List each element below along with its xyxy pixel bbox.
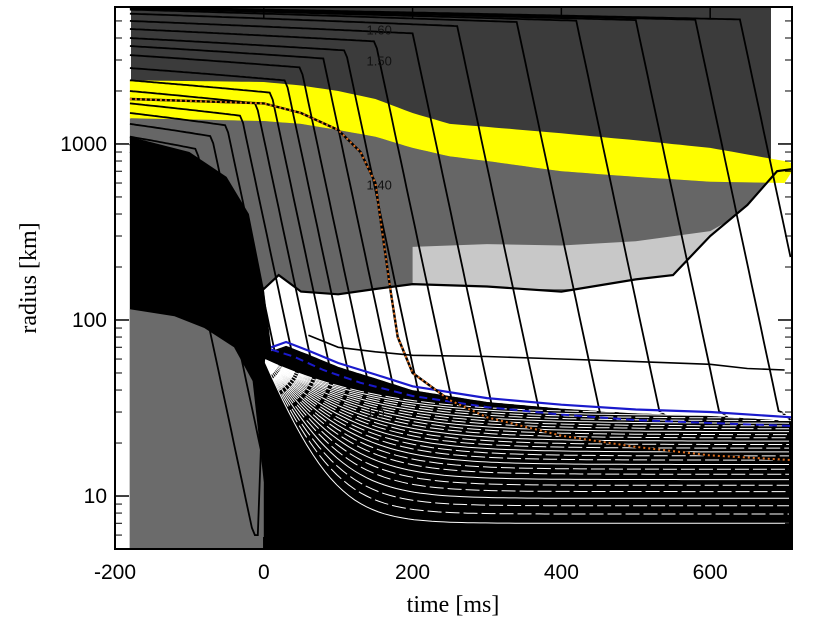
x-tick-label: 0	[258, 561, 270, 584]
gain-radius-line	[308, 334, 785, 371]
inner-mass-shell-line	[264, 360, 789, 457]
inner-mass-shell-line	[265, 359, 789, 427]
inner-mass-shell-line	[264, 361, 789, 515]
inner-mass-shell-line	[264, 360, 789, 475]
inner-mass-shell-line	[265, 359, 789, 436]
mass-shell-1-40-dotted-line	[129, 98, 792, 462]
contour-label: 1.50	[367, 53, 392, 68]
x-tick-label: 600	[693, 561, 728, 584]
inner-mass-shell-line	[264, 361, 789, 486]
inner-mass-shell-lines	[264, 359, 790, 524]
y-axis: 10 100 1000	[60, 6, 792, 550]
mass-shell-line	[129, 7, 792, 258]
inner-mass-shell-line	[264, 361, 789, 499]
pre-bounce-core-region	[129, 309, 264, 549]
x-axis-title: time [ms]	[407, 592, 500, 618]
x-tick-label: 200	[395, 561, 430, 584]
inner-mass-shell-line	[264, 362, 789, 524]
inner-mass-shell-line	[265, 359, 789, 421]
inner-mass-shell-line	[265, 359, 789, 439]
post-shock-region	[263, 169, 792, 422]
x-axis: -200 0 200 400 600	[94, 7, 728, 584]
inner-mass-shell-line	[264, 361, 789, 507]
inner-mass-shell-line	[264, 361, 789, 493]
neutrinosphere-solid-line	[270, 340, 792, 419]
neutrinosphere-dashed-line	[270, 348, 792, 427]
inner-mass-shell-line	[265, 359, 789, 419]
shock-radius-line	[129, 143, 792, 296]
inner-mass-shell-line	[264, 359, 789, 445]
plot-area: 1.60 1.50 1.40 1.0	[115, 7, 792, 549]
inner-mass-shell-line	[264, 360, 789, 465]
inner-mass-shell-line	[264, 360, 789, 481]
contour-labels: 1.60 1.50 1.40 1.0	[367, 22, 392, 420]
inner-mass-shell-line	[264, 360, 789, 470]
y-axis-title: radius [km]	[16, 222, 42, 333]
inner-mass-shell-line	[264, 360, 789, 461]
inner-mass-shell-line	[264, 359, 789, 442]
inner-mass-shell-line	[265, 359, 789, 414]
inner-mass-shell-line	[265, 359, 789, 433]
contour-label: 1.60	[367, 22, 392, 37]
plot-frame	[114, 6, 793, 550]
x-tick-label: -200	[94, 561, 136, 584]
inner-mass-shell-line	[265, 359, 790, 424]
y-tick-label: 1000	[60, 133, 107, 156]
inner-mass-shell-line	[264, 360, 789, 449]
x-tick-label: 400	[544, 561, 579, 584]
inner-mass-shell-line	[265, 359, 789, 416]
inner-mass-shell-line	[265, 359, 789, 430]
contour-label: 1.40	[367, 178, 392, 193]
series-layer	[129, 97, 792, 462]
y-tick-label: 10	[84, 485, 107, 508]
inner-mass-shell-line	[264, 360, 789, 453]
y-tick-label: 100	[72, 309, 107, 332]
contour-label: 1.0	[367, 405, 385, 420]
yellow-shell-region	[129, 80, 792, 183]
